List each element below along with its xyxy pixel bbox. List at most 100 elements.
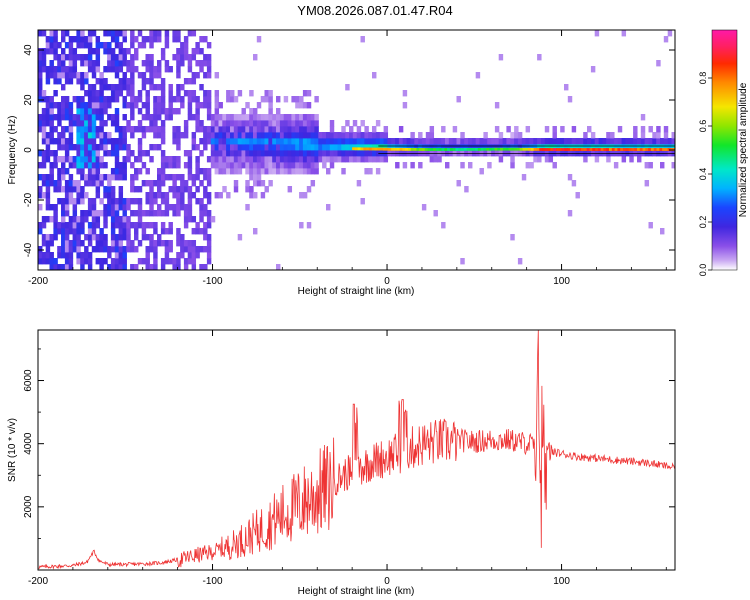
- spectrogram-cell: [230, 168, 235, 175]
- spectrogram-cell: [326, 204, 331, 211]
- spectrogram-cell: [160, 30, 166, 31]
- spectrogram-cell: [613, 144, 619, 151]
- spectrogram-cell: [41, 126, 47, 133]
- spectrogram-cell: [360, 138, 365, 145]
- spectrogram-cell: [160, 108, 166, 115]
- spectrogram-cell: [114, 258, 120, 265]
- spectrogram-cell: [137, 72, 143, 79]
- spectrogram-cell: [95, 102, 101, 109]
- ridge-segment: [567, 148, 571, 151]
- spectrogram-cell: [45, 234, 51, 241]
- spectrogram-cell: [656, 60, 661, 67]
- spectrogram-cell: [276, 108, 281, 115]
- spectrogram-cell: [49, 168, 54, 175]
- spectrogram-cell: [110, 60, 116, 67]
- spectrogram-cell: [57, 174, 62, 181]
- ridge-segment: [556, 148, 560, 151]
- spectrogram-cell: [241, 114, 246, 121]
- spectrogram-cell: [157, 60, 162, 67]
- spectrogram-cell: [122, 132, 127, 139]
- spectrogram-cell: [191, 180, 197, 187]
- spectrogram-cell: [64, 72, 70, 79]
- spectrogram-cell: [180, 246, 185, 253]
- spectrogram-cell: [107, 96, 112, 103]
- spectrogram-cell: [61, 66, 66, 73]
- spectrogram-cell: [368, 150, 373, 157]
- spectrogram-cell: [137, 240, 143, 247]
- spectrogram-cell: [268, 114, 273, 121]
- spectrogram-cell: [222, 162, 227, 169]
- spectrogram-cell: [130, 108, 135, 115]
- spectrogram-cell: [245, 120, 250, 127]
- spectrogram-cell: [272, 126, 277, 133]
- spectrogram-cell: [134, 102, 139, 109]
- ridge-segment: [455, 148, 459, 151]
- spectrogram-cell: [80, 174, 85, 181]
- spectrogram-cell: [379, 132, 385, 139]
- spectrogram-cell: [418, 162, 423, 169]
- spectrogram-cell: [157, 210, 162, 217]
- spectrogram-cell: [153, 252, 158, 259]
- spectrogram-cell: [372, 72, 377, 79]
- ridge-segment: [354, 147, 359, 151]
- spectrogram-cell: [306, 132, 312, 139]
- spectrogram-cell: [214, 132, 220, 139]
- spectrogram-cell: [72, 228, 78, 235]
- spectrogram-cell: [633, 126, 638, 133]
- spectrogram-cell: [76, 108, 81, 115]
- spectrogram-cell: [176, 30, 181, 37]
- spectrogram-cell: [91, 204, 97, 211]
- spectrogram-cell: [61, 156, 66, 163]
- spectrogram-cell: [191, 246, 197, 253]
- spectrogram-cell: [137, 120, 143, 127]
- spectrogram-cell: [421, 144, 427, 151]
- spectrogram-cell: [176, 210, 181, 217]
- spectrogram-cell: [195, 72, 200, 79]
- spectrogram-cell: [172, 264, 177, 270]
- spectrogram-cell: [91, 132, 97, 139]
- spectrogram-cell: [279, 138, 285, 145]
- spectrogram-cell: [149, 66, 154, 73]
- spectrogram-cell: [349, 156, 354, 163]
- spectrogram-cell: [153, 96, 158, 103]
- spectrogram-cell: [76, 162, 81, 169]
- ridge-segment: [486, 147, 490, 151]
- spectrogram-cell: [264, 90, 269, 97]
- spectrogram-cell: [114, 90, 120, 97]
- spectrogram-cell: [383, 138, 389, 145]
- spectrogram-cell: [176, 138, 181, 145]
- ridge-segment: [410, 148, 415, 151]
- spectrogram-cell: [61, 96, 66, 103]
- spectrogram-cell: [452, 126, 458, 133]
- spectrogram-cell: [291, 156, 296, 163]
- spectrogram-cell: [441, 126, 446, 133]
- spectrogram-cell: [195, 48, 200, 55]
- spectrogram-cell: [206, 180, 212, 187]
- spectrogram-cell: [268, 108, 273, 115]
- spectrogram-cell: [291, 132, 296, 139]
- spectrogram-cell: [64, 192, 70, 199]
- spectrogram-cell: [206, 168, 212, 175]
- spectrogram-cell: [306, 102, 312, 109]
- y-tick-label: -40: [23, 242, 34, 257]
- spectrogram-cell: [187, 210, 193, 217]
- spectrogram-cell: [72, 66, 78, 73]
- spectrogram-cell: [153, 120, 158, 127]
- spectrogram-cell: [134, 66, 139, 73]
- spectrogram-cell: [537, 144, 542, 151]
- spectrogram-cell: [110, 192, 116, 199]
- y-tick-label: 6000: [23, 369, 34, 392]
- ridge-segment: [581, 148, 585, 151]
- spectrogram-cell: [510, 132, 515, 139]
- spectrogram-cell: [141, 222, 147, 229]
- spectrogram-cell: [191, 240, 197, 247]
- spectrogram-cell: [621, 30, 627, 37]
- spectrogram-cell: [149, 30, 154, 37]
- spectrogram-cell: [168, 102, 173, 109]
- spectrogram-cell: [122, 264, 127, 270]
- spectrogram-cell: [72, 36, 78, 43]
- spectrogram-cell: [95, 258, 101, 265]
- spectrogram-cell: [38, 162, 43, 169]
- spectrogram-cell: [84, 30, 89, 31]
- ridge-segment: [519, 147, 524, 151]
